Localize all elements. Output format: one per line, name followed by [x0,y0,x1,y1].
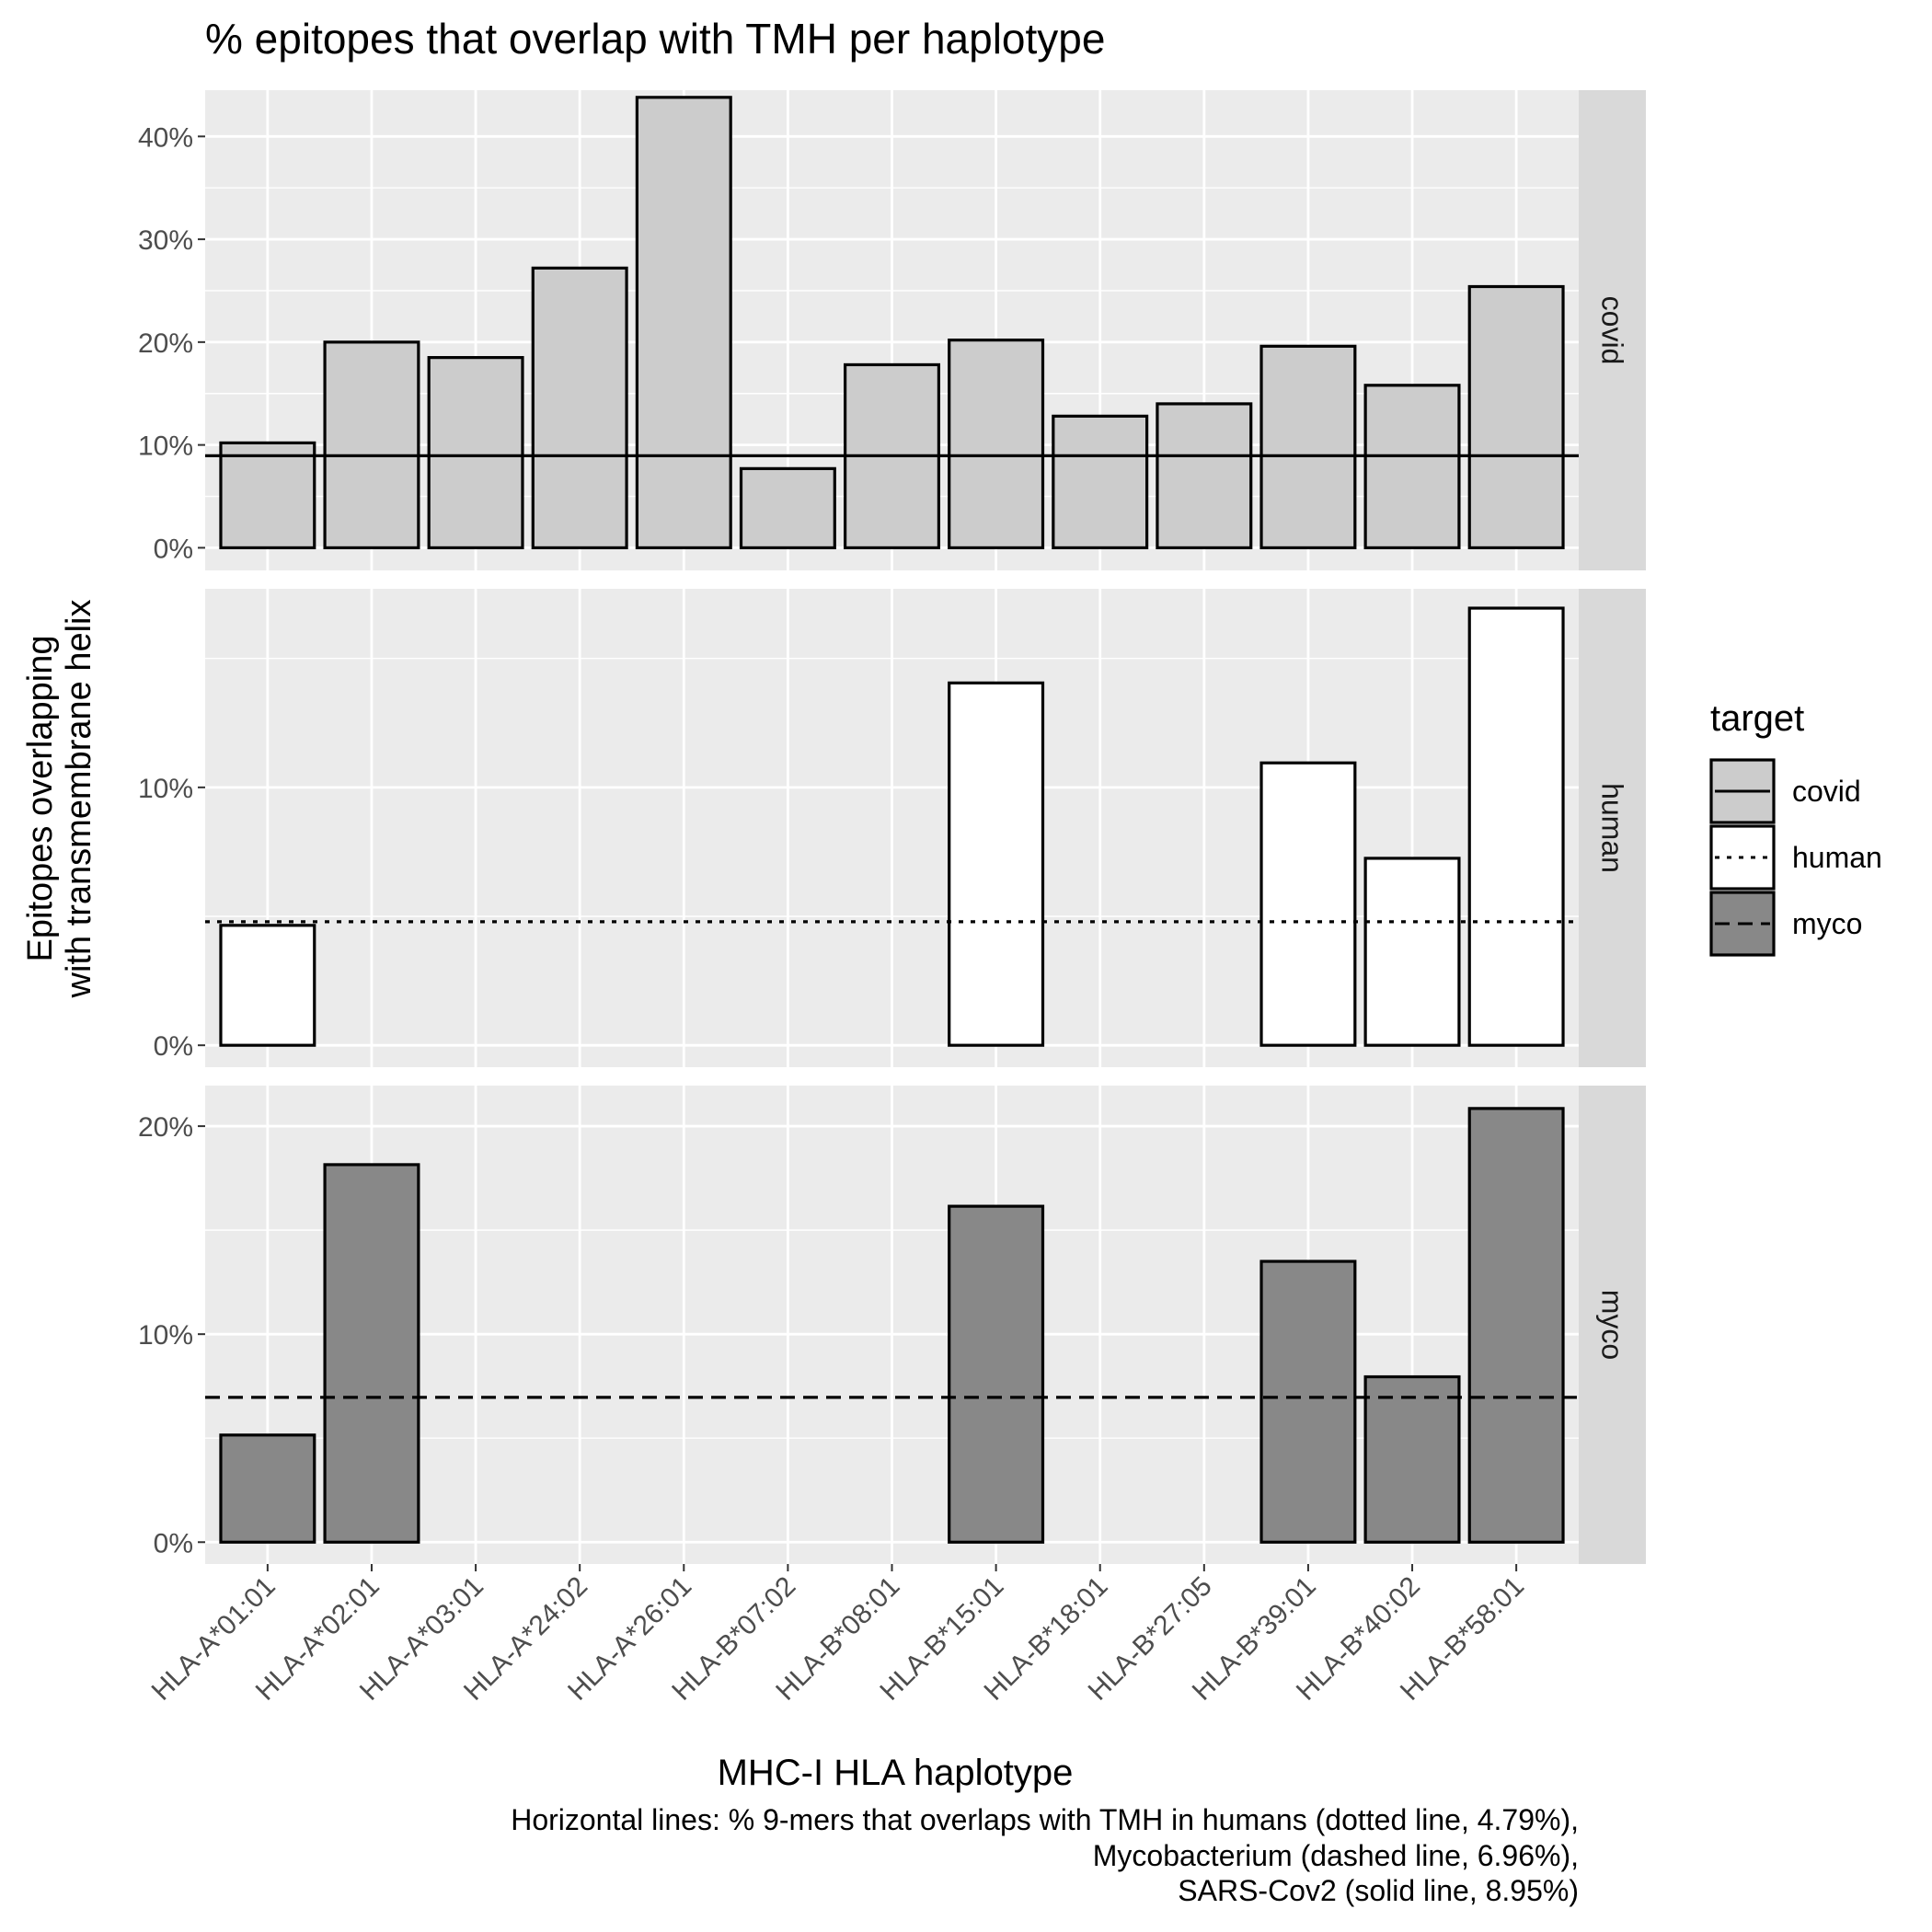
y-tick-label: 30% [138,225,193,256]
bar-human-HLA-B*15:01 [948,681,1045,1047]
bar-myco-HLA-B*40:02 [1363,1374,1461,1544]
y-axis-label-line-1: Epitopes overlapping [21,636,60,962]
bar-covid-HLA-A*03:01 [427,356,524,550]
strip-label-human: human [1596,783,1629,873]
x-axis-label: MHC-I HLA haplotype [718,1753,1074,1793]
caption-line-2: Mycobacterium (dashed line, 6.96%), [1093,1839,1579,1872]
bar-human-HLA-B*39:01 [1259,761,1357,1047]
bar-myco-HLA-A*02:01 [323,1163,420,1544]
chart-title: % epitopes that overlap with TMH per hap… [205,15,1105,63]
bar-myco-HLA-B*39:01 [1259,1259,1357,1544]
facet-panel-covid: 0% 10% 20% 30% 40% covid [138,90,1646,570]
y-tick-label: 10% [138,431,193,462]
bar-human-HLA-A*01:01 [219,924,316,1047]
bar-covid-HLA-B*40:02 [1363,384,1461,550]
legend-item-human: human [1709,824,1882,891]
bar-myco-HLA-B*58:01 [1467,1107,1565,1544]
y-axis-label-line-2: with transmembrane helix [60,600,98,999]
strip-background [1579,90,1646,570]
y-tick-label: 20% [138,328,193,359]
y-axis-label: Epitopes overlapping with transmembrane … [21,600,98,999]
legend-label: myco [1792,907,1862,940]
legend-label: human [1792,841,1882,874]
caption: Horizontal lines: % 9-mers that overlaps… [511,1803,1579,1907]
facet-panel-human: 0% 10% human [138,589,1646,1067]
bar-covid-HLA-B*18:01 [1052,414,1149,550]
bar-covid-HLA-B*07:02 [739,466,836,550]
y-tick-label: 10% [138,774,193,804]
legend-title: target [1710,698,1804,739]
bar-human-HLA-B*40:02 [1363,857,1461,1047]
y-tick-label: 20% [138,1112,193,1143]
x-axis: HLA-A*01:01HLA-A*02:01HLA-A*03:01HLA-A*2… [146,1564,1530,1707]
legend: target covid human myco [1709,698,1882,957]
y-tick-label: 0% [154,1528,193,1558]
strip-background [1579,1086,1646,1564]
bar-myco-HLA-A*01:01 [219,1433,316,1544]
bar-covid-HLA-B*27:05 [1156,402,1253,550]
strip-label-covid: covid [1596,296,1629,365]
bar-myco-HLA-B*15:01 [948,1204,1045,1544]
legend-label: covid [1792,775,1861,808]
bar-covid-HLA-A*02:01 [323,340,420,550]
bar-covid-HLA-B*58:01 [1467,284,1565,550]
y-tick-label: 40% [138,122,193,153]
bar-covid-HLA-A*26:01 [635,96,732,550]
caption-line-3: SARS-Cov2 (solid line, 8.95%) [1178,1874,1579,1907]
legend-item-myco: myco [1709,891,1862,957]
strip-label-myco: myco [1596,1290,1629,1360]
bar-covid-HLA-A*01:01 [219,441,316,550]
facet-panel-myco: 0% 10% 20% myco [138,1086,1646,1564]
bar-covid-HLA-B*39:01 [1259,344,1357,550]
legend-item-covid: covid [1709,758,1861,824]
caption-line-1: Horizontal lines: % 9-mers that overlaps… [511,1803,1579,1836]
y-tick-label: 10% [138,1320,193,1351]
facet-panels: 0% 10% 20% 30% 40% covid 0% 10% human 0% 10% 20% myc… [138,90,1646,1564]
bar-covid-HLA-A*24:02 [531,266,628,550]
strip-background [1579,589,1646,1067]
y-tick-label: 0% [154,1031,193,1062]
bar-human-HLA-B*58:01 [1467,606,1565,1047]
y-tick-label: 0% [154,534,193,564]
bar-covid-HLA-B*15:01 [948,339,1045,550]
